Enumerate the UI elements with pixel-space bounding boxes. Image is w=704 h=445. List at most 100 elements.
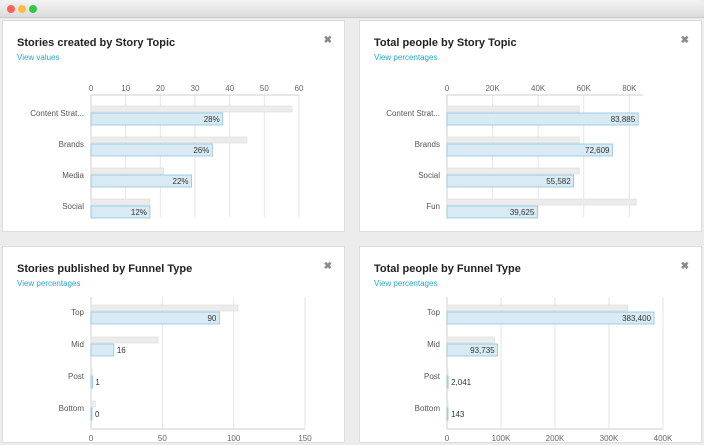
category-label: Mid: [427, 340, 440, 349]
view-toggle-link[interactable]: View percentages: [374, 279, 438, 288]
bar-current: [90, 407, 93, 421]
bar-current: [446, 375, 449, 389]
close-icon[interactable]: ✖: [323, 261, 332, 272]
close-window-button[interactable]: [7, 5, 15, 13]
category-label: Top: [427, 308, 440, 317]
bar-current: [90, 205, 151, 219]
x-tick-label: 20: [156, 84, 165, 93]
x-tick-label: 10: [121, 84, 130, 93]
panel-title: Stories created by Story Topic: [17, 37, 176, 49]
data-label: 72,609: [585, 146, 610, 155]
close-icon[interactable]: ✖: [680, 261, 689, 272]
panel-title: Stories published by Funnel Type: [17, 263, 193, 275]
view-toggle-link[interactable]: View percentages: [17, 279, 81, 288]
bar-current: [446, 205, 538, 219]
bar-previous: [446, 105, 580, 113]
x-tick-label: 80K: [622, 84, 637, 93]
bar-previous: [446, 167, 580, 175]
bar-current: [446, 343, 499, 357]
category-label: Social: [62, 202, 84, 211]
bar-current: [446, 407, 449, 421]
category-label: Post: [424, 372, 441, 381]
bar-previous: [446, 336, 495, 344]
close-icon[interactable]: ✖: [680, 35, 689, 46]
x-tick-label: 150: [298, 434, 312, 443]
maximize-window-button[interactable]: [29, 5, 37, 13]
bar-current: [90, 375, 93, 389]
bar-previous: [446, 400, 449, 408]
bar-previous: [446, 198, 637, 206]
bar-current: [90, 112, 224, 126]
bar-previous: [447, 230, 470, 232]
data-label: 12%: [131, 208, 147, 217]
x-tick-label: 0: [89, 84, 94, 93]
bar-previous: [90, 167, 165, 175]
x-tick-label: 100K: [492, 434, 511, 443]
data-label: 0: [95, 410, 100, 419]
data-label: 22%: [173, 177, 189, 186]
bar-previous: [90, 304, 239, 312]
x-tick-label: 40: [225, 84, 234, 93]
bar-current: [446, 174, 575, 188]
view-toggle-link[interactable]: View percentages: [374, 53, 438, 62]
data-label: 93,735: [470, 346, 495, 355]
category-label: Bottom: [415, 404, 441, 413]
bar-previous: [446, 304, 629, 312]
x-tick-label: 0: [445, 434, 450, 443]
data-label: 2,041: [451, 378, 472, 387]
bar-current: [446, 112, 639, 126]
category-label: Bottom: [59, 404, 85, 413]
panel-people-by-funnel: Total people by Funnel Type View percent…: [359, 246, 702, 443]
x-tick-label: 20K: [485, 84, 500, 93]
data-label: 16: [117, 346, 126, 355]
panel-people-by-topic: Total people by Story Topic View percent…: [359, 20, 702, 232]
x-tick-label: 300K: [600, 434, 619, 443]
data-label: 83,885: [611, 115, 636, 124]
category-label: Mid: [71, 340, 84, 349]
bar-chart: 0 20K 40K 60K 80K Content Strat... 83,885 Brand…: [386, 84, 643, 232]
x-tick-label: 50: [260, 84, 269, 93]
bar-chart: 0 50 100 150 Top 90 Mid 16 Post 1 Bottom 0: [59, 297, 312, 443]
bar-current: [446, 311, 655, 325]
panel-title: Total people by Funnel Type: [374, 263, 521, 275]
x-tick-label: 30: [191, 84, 200, 93]
bar-previous: [90, 136, 248, 144]
data-label: 143: [451, 410, 465, 419]
category-label: Media: [62, 171, 84, 180]
bar-previous: [446, 136, 580, 144]
x-tick-label: 200K: [546, 434, 565, 443]
category-label: Brands: [59, 140, 84, 149]
panel-stories-by-topic: Stories created by Story Topic View valu…: [2, 20, 345, 232]
bar-previous: [90, 400, 96, 408]
window-titlebar: [0, 0, 704, 18]
x-tick-label: 60: [295, 84, 304, 93]
panel-stories-by-funnel: Stories published by Funnel Type View pe…: [2, 246, 345, 443]
bar-chart: 0 10 20 30 40 50 60 Content Strat... 28% Brands 26…: [30, 84, 304, 219]
data-label: 26%: [193, 146, 209, 155]
data-label: 383,400: [622, 314, 651, 323]
data-label: 1: [95, 378, 100, 387]
x-tick-label: 50: [158, 434, 167, 443]
bar-previous: [90, 105, 293, 113]
view-toggle-link[interactable]: View values: [17, 53, 60, 62]
data-label: 55,582: [546, 177, 571, 186]
bar-current: [446, 143, 613, 157]
minimize-window-button[interactable]: [18, 5, 26, 13]
x-tick-label: 100: [227, 434, 241, 443]
close-icon[interactable]: ✖: [323, 35, 332, 46]
category-label: Top: [71, 308, 84, 317]
panel-title: Total people by Story Topic: [374, 37, 517, 49]
category-label: Fun: [426, 202, 440, 211]
bar-previous: [90, 198, 151, 206]
category-label: Social: [418, 171, 440, 180]
x-tick-label: 60K: [577, 84, 592, 93]
bar-previous: [90, 336, 159, 344]
x-tick-label: 0: [445, 84, 450, 93]
bar-current: [90, 311, 220, 325]
bar-chart: 0 100K 200K 300K 400K Top 383,400 Mid 93,735 Post…: [415, 297, 673, 443]
category-label: Content Strat...: [386, 109, 440, 118]
bar-previous: [90, 368, 93, 376]
data-label: 90: [207, 314, 216, 323]
bar-current: [90, 143, 213, 157]
bar-previous: [446, 368, 449, 376]
